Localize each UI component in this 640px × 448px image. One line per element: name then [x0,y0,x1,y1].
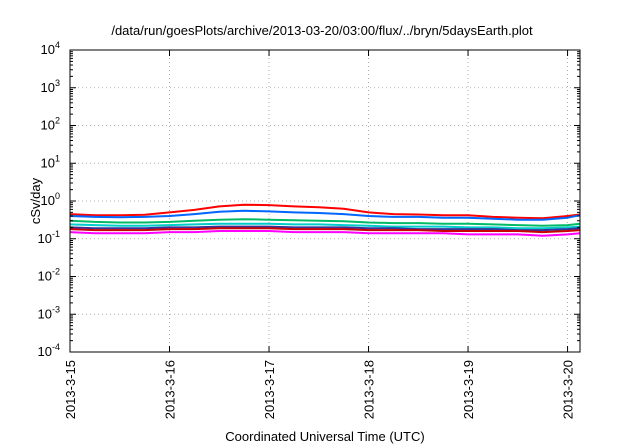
x-tick-label: 2013-3-16 [163,360,178,419]
grid [69,50,580,352]
y-axis-label: cSv/day [28,177,43,224]
x-axis-label: Coordinated Universal Time (UTC) [225,429,424,444]
series-line-2 [69,209,581,221]
x-tick-label: 2013-3-17 [262,360,277,419]
series-line-6 [69,227,581,234]
series-line-1 [69,203,581,220]
chart-title: /data/run/goesPlots/archive/2013-03-20/0… [111,23,533,38]
series-line-7 [69,230,581,237]
x-tick-label: 2013-3-18 [362,360,377,419]
series-line-5 [69,225,581,232]
x-tick-label: 2013-3-19 [461,360,476,419]
x-tick-label: 2013-3-20 [561,360,576,419]
series-line-4 [69,222,581,230]
x-tick-label: 2013-3-15 [63,360,78,419]
series-group [69,203,581,237]
x-axis: 2013-3-15 2013-3-16 2013-3-17 2013-3-18 2013… [63,50,576,419]
series-line-3 [69,218,581,227]
